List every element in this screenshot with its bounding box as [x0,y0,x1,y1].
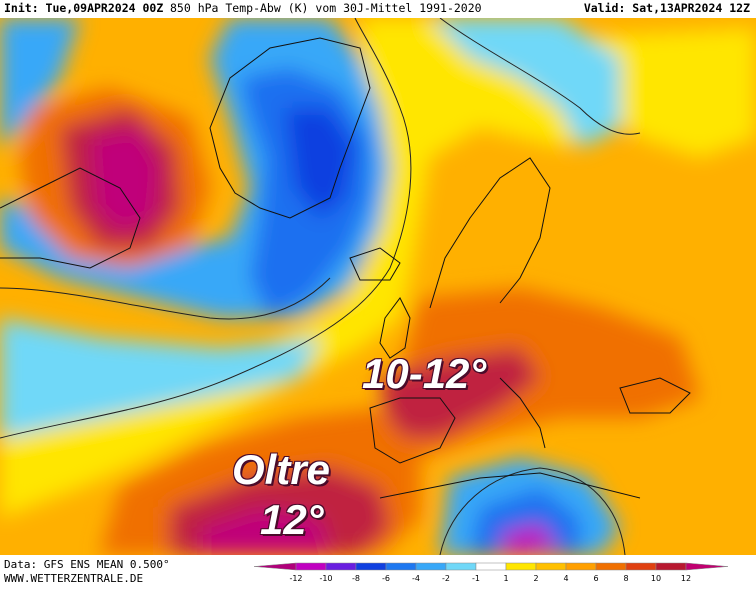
legend-color-swatch [505,562,537,571]
legend-color-swatch [595,562,627,571]
scandinavia-coast [429,157,551,309]
legend-tick-label: -12 [289,574,302,583]
zero-contour-arctic [439,18,641,135]
chart-title: 850 hPa Temp-Abw (K) vom 30J-Mittel 1991… [170,1,482,15]
legend-tick-label: 8 [623,574,628,583]
annotation-atlantic-line-2: 12° [260,496,324,543]
legend-tick-label: 4 [563,574,568,583]
legend-color-swatch [625,562,657,571]
legend-color-swatch [385,562,417,571]
legend-tick-label: 1 [503,574,508,583]
zero-contours [0,18,641,555]
legend-tick-label: -10 [319,574,332,583]
legend-tick-label: -1 [472,574,480,583]
legend-color-swatch [253,562,297,571]
british-isles-coast [379,297,411,359]
annotation-spain-anomaly: 10-12° [362,350,487,397]
legend-color-swatch [535,562,567,571]
west-cold-field [0,18,80,148]
temperature-anomaly-map [0,18,756,555]
labrador-coast [0,167,141,269]
labrador-very-hot-core [90,128,160,233]
zero-contour-greenland [0,277,331,320]
greenland-deep-cold [285,108,355,218]
legend-tick-label: -2 [442,574,450,583]
anomaly-fields [0,18,756,555]
atlantic-extreme-core [200,508,330,555]
legend-tick-label: -4 [412,574,420,583]
iberia-coast [369,397,456,464]
zero-contour-mediterranean [439,467,626,555]
lower-cold-field [0,318,320,438]
website-label: WWW.WETTERZENTRALE.DE [4,572,144,585]
legend-tick-label: 12 [681,574,691,583]
mediterranean-cold-core [470,488,580,555]
legend-tick-label: 10 [651,574,661,583]
iceland-coast [349,247,401,281]
annotation-atlantic-line-1: Oltre [232,446,331,493]
legend-color-swatch [355,562,387,571]
legend-tick-label: 6 [593,574,598,583]
valid-time-label: Valid: Sat,13APR2024 12Z [583,1,750,15]
black-sea-coast [619,377,691,414]
chart-header: Init: Tue,09APR2024 00Z 850 hPa Temp-Abw… [0,0,756,18]
legend-color-swatch [475,562,507,571]
legend-color-swatch [685,562,729,571]
iberia-hot-field [380,348,540,438]
greenland-coast [209,37,371,219]
legend-color-swatch [295,562,327,571]
legend-color-swatch [415,562,447,571]
legend-tick-label: -6 [382,574,390,583]
north-africa-coast [379,472,641,499]
init-time-label: Init: Tue,09APR2024 00Z [4,1,164,15]
color-scale-legend: -12 -10 -8 -6 -4 -2 -1 1 2 4 6 8 10 12 [253,562,729,583]
mediterranean-very-cold-core [500,523,560,555]
arctic-cold-field [430,18,620,148]
zero-contour-atlantic [0,18,412,439]
legend-color-swatch [325,562,357,571]
data-source-label: Data: GFS ENS MEAN 0.500° [4,558,170,571]
chart-footer: Data: GFS ENS MEAN 0.500° WWW.WETTERZENT… [0,555,756,590]
legend-color-swatch [445,562,477,571]
legend-color-swatch [565,562,597,571]
italy-coast [499,377,546,449]
legend-color-swatch [655,562,687,571]
legend-tick-label: 2 [533,574,538,583]
country-borders [0,37,691,499]
legend-tick-label: -8 [352,574,360,583]
